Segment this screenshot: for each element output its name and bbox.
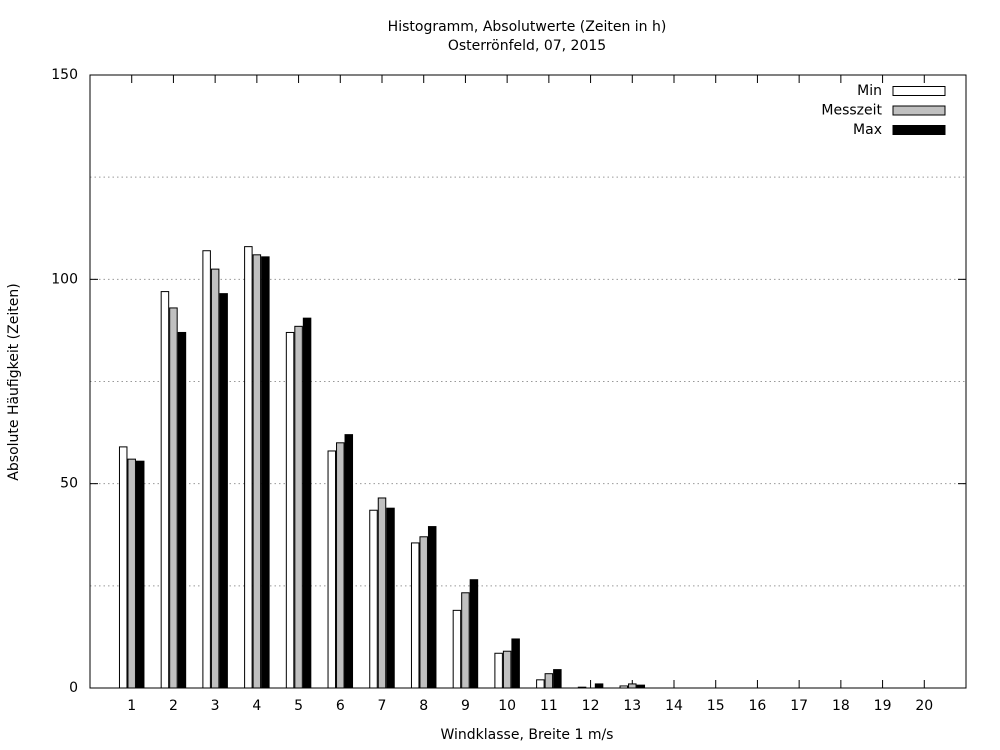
bar <box>544 673 554 689</box>
y-tick-label: 0 <box>69 680 78 696</box>
x-tick-label: 9 <box>461 698 470 714</box>
bar <box>118 446 128 689</box>
legend-swatch <box>892 86 946 96</box>
legend-swatch <box>892 125 946 135</box>
legend-label: Messzeit <box>821 103 882 119</box>
bar <box>202 250 211 689</box>
bar <box>427 526 437 689</box>
y-axis-label: Absolute Häufigkeit (Zeiten) <box>6 283 22 480</box>
x-axis-label: Windklasse, Breite 1 m/s <box>441 727 614 743</box>
bar <box>169 307 178 689</box>
x-tick-label: 17 <box>790 698 808 714</box>
chart-title: Histogramm, Absolutwerte (Zeiten in h) <box>388 19 667 35</box>
bar <box>494 652 503 689</box>
bar <box>369 509 378 689</box>
bar <box>410 542 420 689</box>
y-tick-label: 50 <box>60 476 78 492</box>
x-tick-label: 11 <box>540 698 558 714</box>
bar <box>461 592 470 689</box>
bar <box>386 507 395 689</box>
bar <box>327 450 337 689</box>
bar <box>244 246 253 689</box>
bar <box>536 679 545 689</box>
bar <box>469 579 479 689</box>
plot-frame <box>89 74 967 689</box>
x-tick-label: 8 <box>419 698 428 714</box>
bar <box>419 536 428 689</box>
legend-label: Min <box>857 83 882 99</box>
bar <box>344 434 354 689</box>
x-tick-label: 7 <box>378 698 387 714</box>
chart-subtitle: Osterrönfeld, 07, 2015 <box>448 38 606 54</box>
bar <box>177 331 187 689</box>
x-tick-label: 19 <box>874 698 892 714</box>
bar <box>127 458 136 689</box>
x-tick-label: 20 <box>915 698 933 714</box>
x-tick-label: 18 <box>832 698 850 714</box>
x-tick-label: 14 <box>665 698 683 714</box>
x-tick-label: 1 <box>127 698 136 714</box>
bar <box>294 325 303 689</box>
x-tick-label: 4 <box>252 698 261 714</box>
bar <box>219 293 228 689</box>
bar <box>336 442 345 689</box>
bar <box>377 497 387 689</box>
x-tick-label: 2 <box>169 698 178 714</box>
bar <box>160 291 170 689</box>
bar <box>594 683 604 689</box>
bar <box>261 256 270 689</box>
x-tick-label: 15 <box>707 698 725 714</box>
bar <box>302 317 312 689</box>
x-tick-label: 6 <box>336 698 345 714</box>
y-tick-label: 100 <box>51 271 78 287</box>
x-tick-label: 13 <box>623 698 641 714</box>
bar <box>511 638 520 689</box>
legend-swatch <box>892 105 946 116</box>
bar <box>553 669 562 689</box>
x-tick-label: 10 <box>498 698 516 714</box>
bar <box>628 683 637 689</box>
x-tick-label: 12 <box>582 698 600 714</box>
legend-label: Max <box>853 122 882 138</box>
x-tick-label: 3 <box>211 698 220 714</box>
bar <box>285 331 295 689</box>
bar <box>210 268 220 689</box>
y-tick-label: 150 <box>51 67 78 83</box>
bar <box>135 460 145 689</box>
bar <box>452 609 462 689</box>
bar <box>252 254 262 689</box>
bar <box>502 650 512 689</box>
x-tick-label: 5 <box>294 698 303 714</box>
x-tick-label: 16 <box>749 698 767 714</box>
